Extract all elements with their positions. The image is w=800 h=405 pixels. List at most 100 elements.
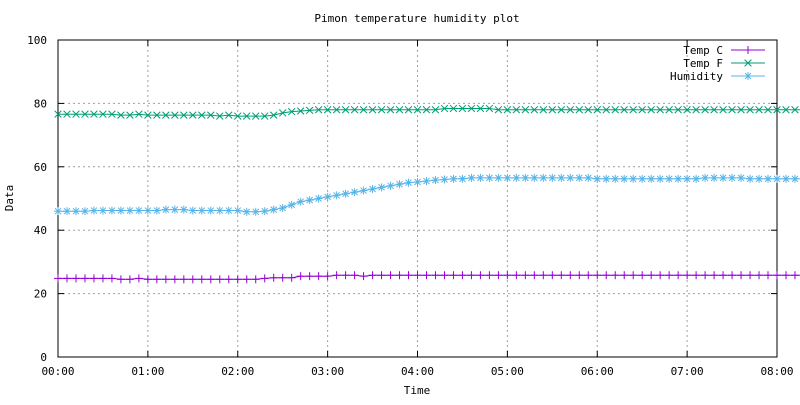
data-point-humidity — [764, 175, 772, 183]
chart-title: Pimon temperature humidity plot — [314, 12, 519, 25]
data-point-humidity — [728, 174, 736, 182]
data-point-humidity — [656, 175, 664, 183]
legend-marker-humidity — [744, 72, 752, 80]
data-point-humidity — [351, 188, 359, 196]
data-point-temp-c — [315, 272, 323, 280]
data-point-humidity — [773, 175, 781, 183]
data-point-temp-c — [431, 271, 439, 279]
x-tick-label: 03:00 — [311, 365, 344, 378]
data-point-humidity — [378, 183, 386, 191]
data-point-temp-c — [692, 271, 700, 279]
data-point-humidity — [243, 208, 251, 216]
data-point-temp-c — [746, 271, 754, 279]
data-point-temp-c — [575, 271, 583, 279]
x-tick-label: 04:00 — [401, 365, 434, 378]
data-point-humidity — [99, 207, 107, 215]
data-point-humidity — [737, 174, 745, 182]
x-tick-label: 05:00 — [491, 365, 524, 378]
data-point-humidity — [539, 174, 547, 182]
x-tick-label: 06:00 — [581, 365, 614, 378]
data-point-humidity — [431, 176, 439, 184]
legend-marker-temp-c — [744, 46, 752, 54]
data-point-temp-c — [189, 275, 197, 283]
data-point-humidity — [270, 206, 278, 214]
data-point-temp-c — [225, 275, 233, 283]
data-point-humidity — [90, 207, 98, 215]
data-point-temp-c — [297, 272, 305, 280]
data-point-humidity — [72, 207, 80, 215]
data-point-temp-c — [396, 271, 404, 279]
data-point-humidity — [297, 198, 305, 206]
data-point-temp-c — [521, 271, 529, 279]
data-point-humidity — [54, 207, 62, 215]
data-point-temp-c — [458, 271, 466, 279]
x-tick-label: 00:00 — [41, 365, 74, 378]
data-point-humidity — [692, 175, 700, 183]
data-point-temp-c — [405, 271, 413, 279]
data-point-temp-c — [701, 271, 709, 279]
y-axis-label: Data — [3, 185, 16, 212]
data-point-temp-c — [378, 271, 386, 279]
data-point-temp-c — [755, 271, 763, 279]
data-point-temp-c — [81, 274, 89, 282]
data-point-humidity — [674, 175, 682, 183]
data-point-temp-c — [719, 271, 727, 279]
data-point-temp-c — [126, 275, 134, 283]
data-point-temp-c — [620, 271, 628, 279]
data-point-temp-c — [333, 271, 341, 279]
data-point-temp-c — [611, 271, 619, 279]
data-point-temp-c — [243, 275, 251, 283]
data-point-temp-c — [324, 272, 332, 280]
data-point-temp-c — [539, 271, 547, 279]
data-point-temp-c — [108, 274, 116, 282]
data-point-humidity — [279, 204, 287, 212]
y-tick-label: 80 — [34, 97, 47, 110]
data-point-humidity — [306, 196, 314, 204]
data-point-temp-c — [351, 271, 359, 279]
data-point-humidity — [719, 174, 727, 182]
data-point-temp-c — [440, 271, 448, 279]
data-point-humidity — [126, 207, 134, 215]
data-point-temp-c — [557, 271, 565, 279]
data-point-temp-c — [422, 271, 430, 279]
y-tick-label: 20 — [34, 288, 47, 301]
data-point-temp-c — [144, 275, 152, 283]
data-point-humidity — [755, 175, 763, 183]
series-temp-c — [54, 271, 800, 284]
data-point-temp-c — [162, 275, 170, 283]
data-point-temp-c — [566, 271, 574, 279]
data-point-humidity — [234, 207, 242, 215]
x-tick-label: 02:00 — [221, 365, 254, 378]
data-point-temp-c — [449, 271, 457, 279]
data-point-temp-c — [584, 271, 592, 279]
data-point-humidity — [333, 191, 341, 199]
x-tick-label: 01:00 — [131, 365, 164, 378]
data-point-humidity — [396, 180, 404, 188]
data-point-humidity — [485, 174, 493, 182]
data-point-temp-c — [602, 271, 610, 279]
data-point-humidity — [611, 175, 619, 183]
legend-label: Temp F — [683, 57, 723, 70]
data-point-temp-c — [773, 271, 781, 279]
data-point-humidity — [315, 195, 323, 203]
data-point-humidity — [683, 175, 691, 183]
data-point-humidity — [108, 207, 116, 215]
data-point-temp-c — [180, 275, 188, 283]
data-point-humidity — [225, 207, 233, 215]
legend-item-temp-c: Temp C — [683, 44, 765, 57]
data-point-humidity — [342, 190, 350, 198]
data-point-humidity — [81, 207, 89, 215]
data-point-temp-c — [710, 271, 718, 279]
data-point-temp-c — [171, 275, 179, 283]
series-layer — [54, 104, 800, 284]
data-point-humidity — [503, 174, 511, 182]
data-point-temp-c — [647, 271, 655, 279]
data-point-humidity — [647, 175, 655, 183]
data-point-temp-c — [306, 272, 314, 280]
data-point-temp-c — [360, 272, 368, 280]
data-point-humidity — [638, 175, 646, 183]
x-tick-label: 08:00 — [760, 365, 793, 378]
legend-item-temp-f: Temp F — [683, 57, 765, 70]
